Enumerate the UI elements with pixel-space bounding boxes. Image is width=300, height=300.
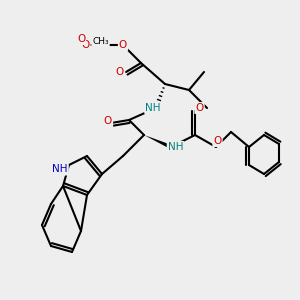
Text: O: O [195, 103, 204, 113]
Text: O: O [119, 40, 127, 50]
Text: O: O [77, 34, 85, 44]
Polygon shape [144, 135, 172, 149]
Text: O: O [116, 67, 124, 77]
Text: O: O [104, 116, 112, 127]
Text: NH: NH [168, 142, 183, 152]
Text: O: O [81, 40, 90, 50]
Text: NH: NH [145, 103, 161, 113]
Text: CH₃: CH₃ [92, 38, 109, 46]
Text: NH: NH [52, 164, 68, 175]
Text: O: O [213, 136, 222, 146]
